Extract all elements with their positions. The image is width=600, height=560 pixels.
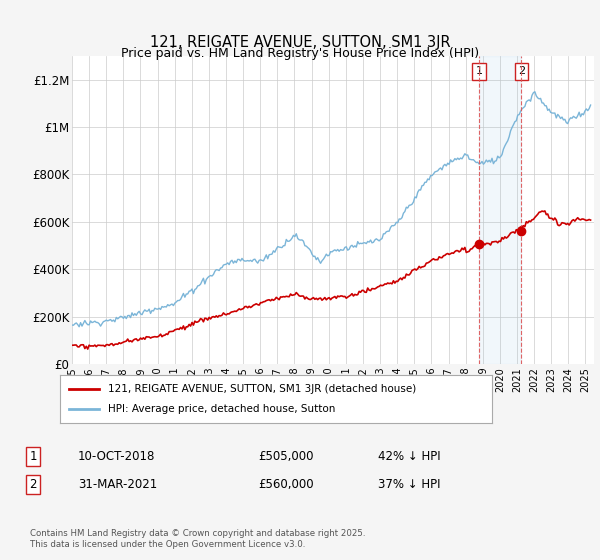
Text: HPI: Average price, detached house, Sutton: HPI: Average price, detached house, Sutt…	[107, 404, 335, 414]
Bar	[479, 56, 521, 364]
Text: 31-MAR-2021: 31-MAR-2021	[78, 478, 157, 491]
Text: 42% ↓ HPI: 42% ↓ HPI	[378, 450, 440, 463]
Text: 121, REIGATE AVENUE, SUTTON, SM1 3JR: 121, REIGATE AVENUE, SUTTON, SM1 3JR	[149, 35, 451, 49]
Text: 10-OCT-2018: 10-OCT-2018	[78, 450, 155, 463]
Text: 1: 1	[29, 450, 37, 463]
Text: £560,000: £560,000	[258, 478, 314, 491]
Text: 2: 2	[518, 67, 525, 76]
Text: Contains HM Land Registry data © Crown copyright and database right 2025.
This d: Contains HM Land Registry data © Crown c…	[30, 529, 365, 549]
Text: 121, REIGATE AVENUE, SUTTON, SM1 3JR (detached house): 121, REIGATE AVENUE, SUTTON, SM1 3JR (de…	[107, 384, 416, 394]
Text: Price paid vs. HM Land Registry's House Price Index (HPI): Price paid vs. HM Land Registry's House …	[121, 46, 479, 60]
Text: £505,000: £505,000	[258, 450, 314, 463]
Text: 1: 1	[475, 67, 482, 76]
Text: 37% ↓ HPI: 37% ↓ HPI	[378, 478, 440, 491]
Text: 2: 2	[29, 478, 37, 491]
